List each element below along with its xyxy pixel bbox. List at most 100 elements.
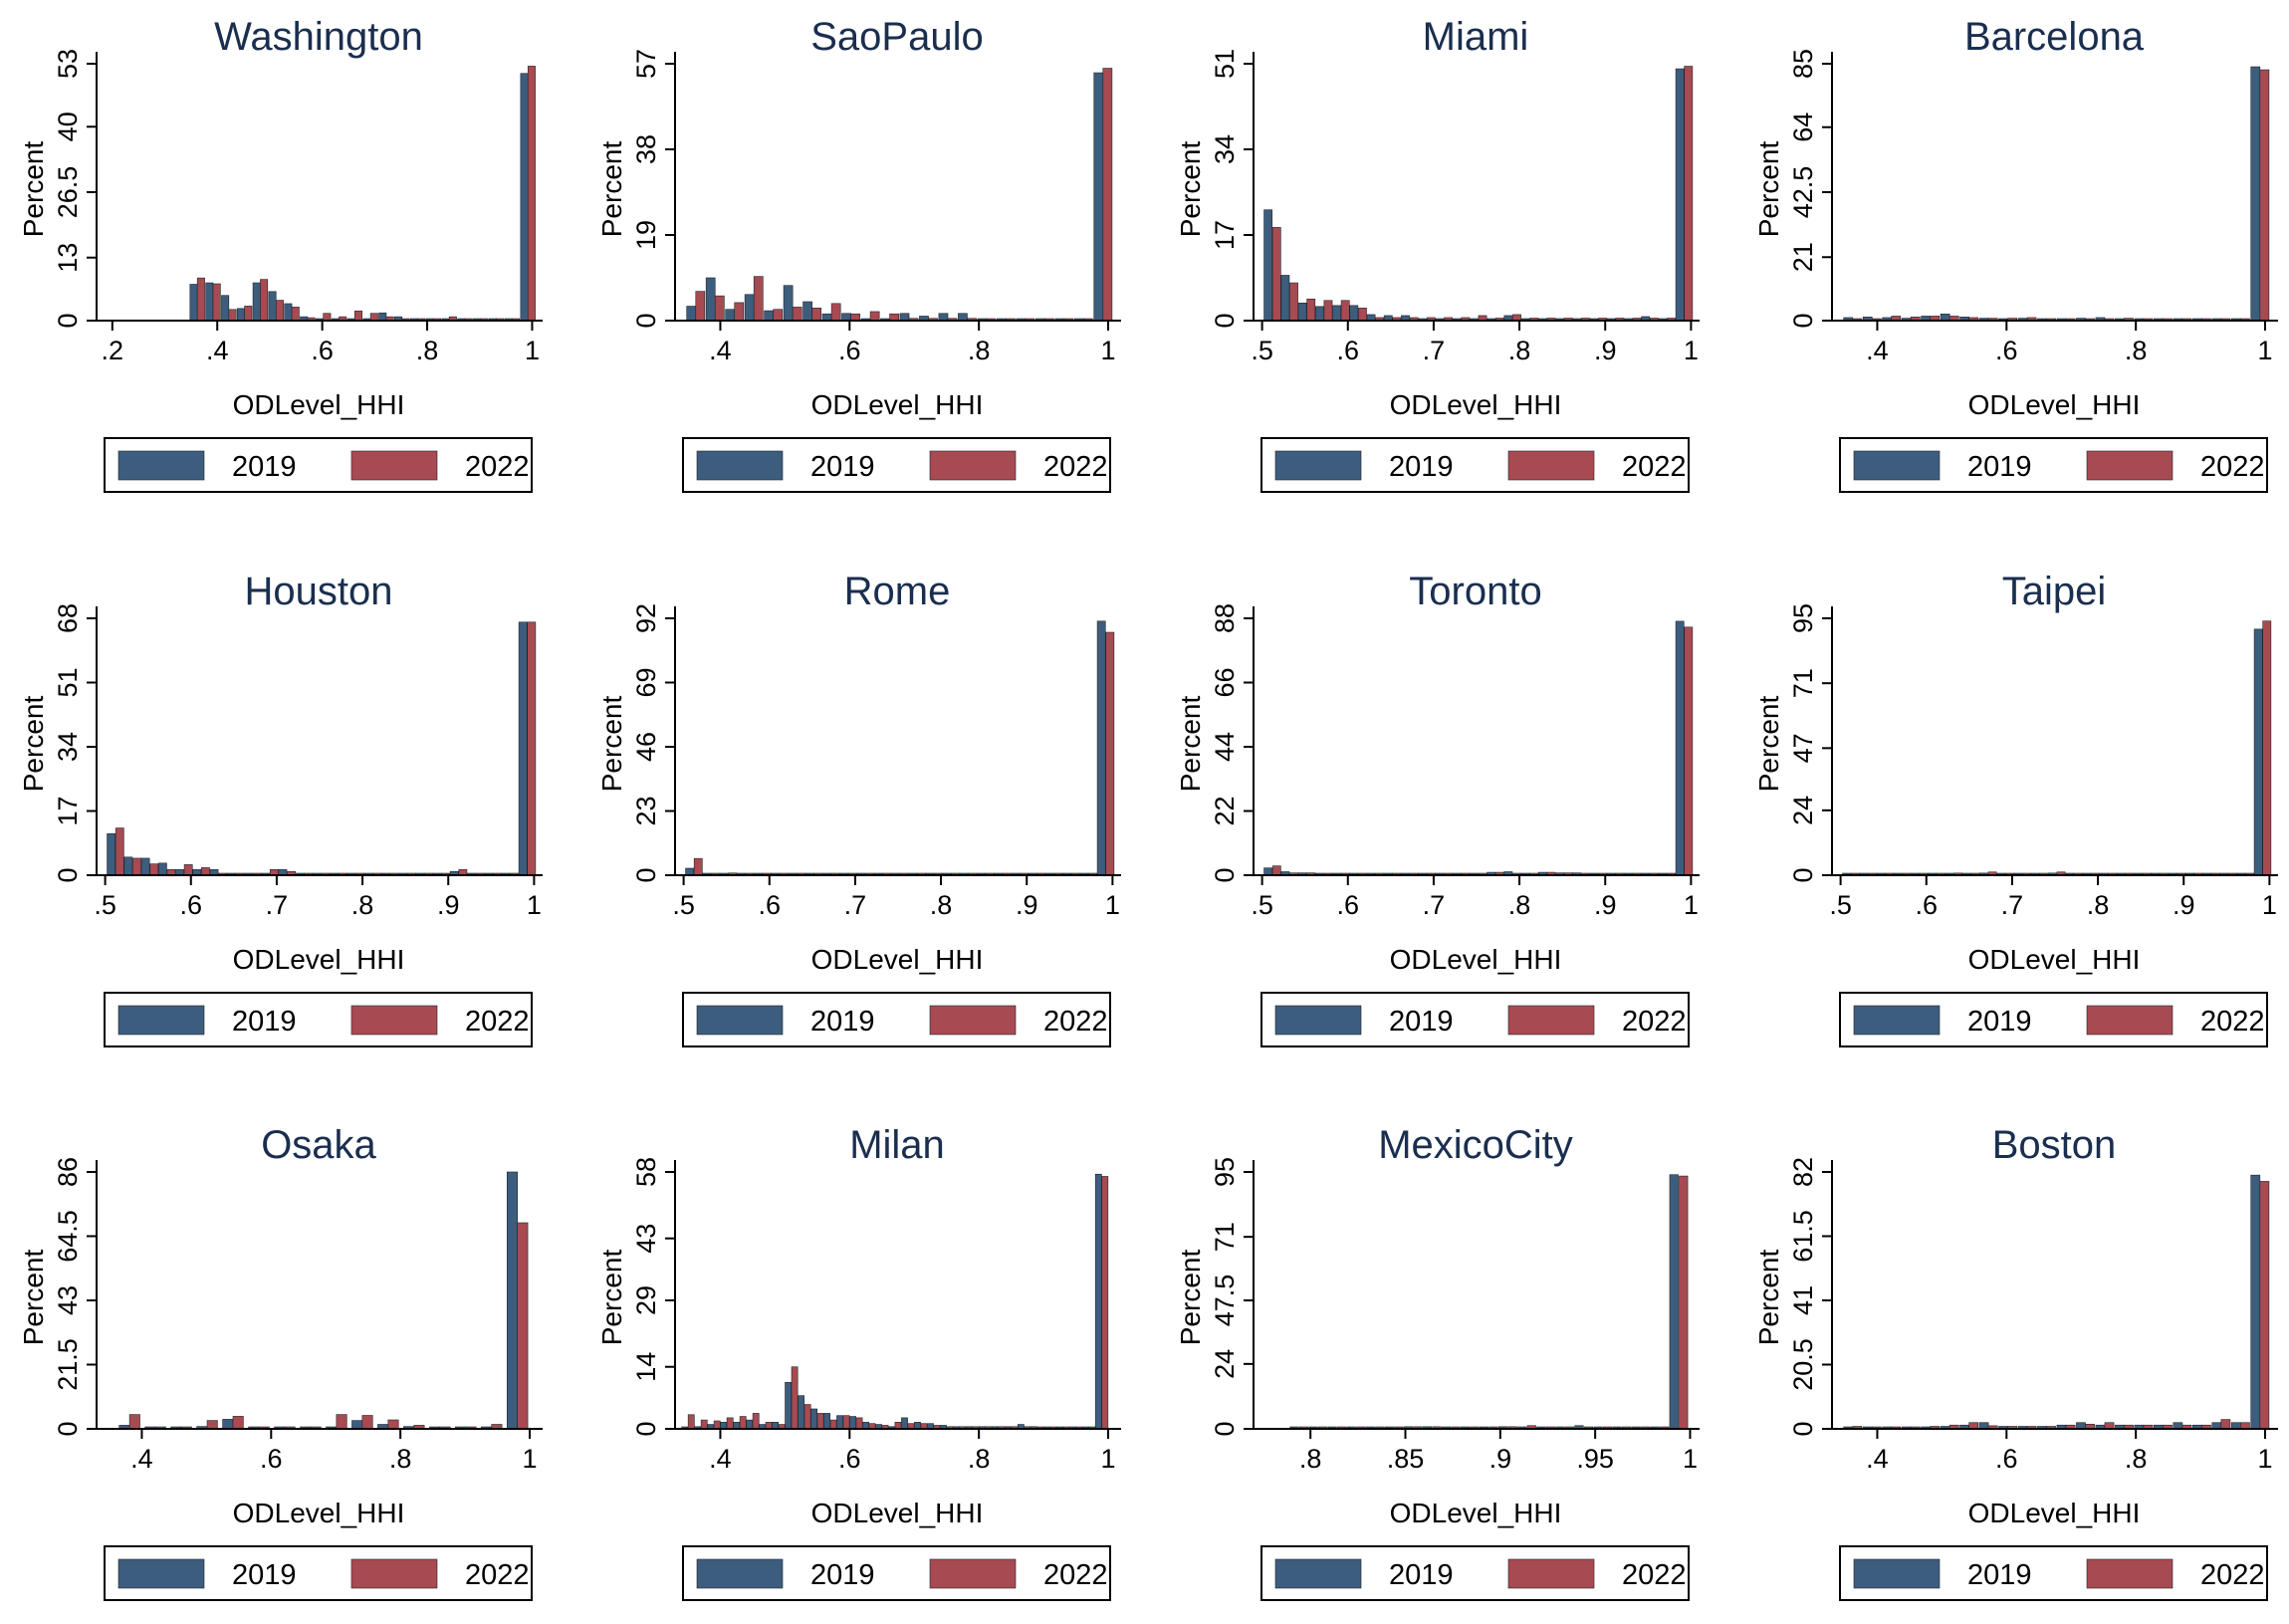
bar-2019 <box>810 1408 817 1430</box>
y-tick-label: 40 <box>53 112 83 141</box>
bar-2019 <box>107 832 116 876</box>
y-tick-label: 85 <box>1788 49 1818 79</box>
bar-2022 <box>369 313 378 322</box>
x-tick-label: .7 <box>1423 890 1446 920</box>
panel-boston: Boston 0 20.5 41 61.5 82 Percent .4 .6 .8 1 ODLevel… <box>1753 1123 2278 1601</box>
legend-label-2022: 2022 <box>1622 1006 1687 1038</box>
bar-2022 <box>739 1416 747 1430</box>
bar-2022 <box>842 1415 850 1430</box>
bar-2022 <box>291 307 300 322</box>
x-tick-label: 1 <box>1684 336 1699 365</box>
panel-title: SaoPaulo <box>810 15 983 59</box>
x-axis-title: ODLevel_HHI <box>811 389 984 420</box>
y-tick-label: 86 <box>53 1157 83 1187</box>
y-tick-label: 47.5 <box>1210 1275 1240 1327</box>
y-tick-label: 95 <box>1788 603 1818 633</box>
x-axis-title: ODLevel_HHI <box>811 1498 984 1528</box>
bar-2019 <box>798 1395 804 1430</box>
x-tick-label: .8 <box>2087 890 2110 920</box>
bar-2019 <box>862 1422 869 1430</box>
y-tick-label: 0 <box>53 313 83 328</box>
legend-swatch-2019 <box>117 1558 205 1589</box>
bar-2022 <box>1340 300 1350 322</box>
y-tick-label: 69 <box>631 667 661 697</box>
bar-2019 <box>1940 314 1950 322</box>
legend-label-2019: 2019 <box>810 1006 875 1038</box>
x-tick-label: .9 <box>1489 1444 1512 1474</box>
bar-2022 <box>726 1417 734 1430</box>
legend: 2019 2022 <box>682 1545 1111 1601</box>
bar-2019 <box>1263 209 1273 322</box>
legend-swatch-2019 <box>117 1005 205 1036</box>
x-tick-label: .9 <box>1594 336 1617 365</box>
legend-label-2019: 2019 <box>1967 1006 2032 1038</box>
y-tick-label: 51 <box>1210 49 1240 79</box>
bar-2022 <box>387 1419 399 1430</box>
bar-2022 <box>1105 631 1115 876</box>
y-tick-label: 95 <box>1210 1157 1240 1187</box>
y-tick-label: 34 <box>53 732 83 762</box>
bar-2019 <box>123 856 133 876</box>
x-tick-label: .8 <box>2125 336 2148 365</box>
bar-2022 <box>700 1419 708 1430</box>
panel-title: Miami <box>1423 15 1529 59</box>
x-tick-label: .8 <box>1508 890 1531 920</box>
bar-2022 <box>1306 298 1316 322</box>
bar-2022 <box>889 313 899 322</box>
bar-2019 <box>841 313 851 322</box>
panel-milan: Milan 0 14 29 43 58 Percent .4 .6 .8 1 ODLevel_HHI 2… <box>596 1123 1121 1601</box>
x-tick-label: 1 <box>1100 336 1115 365</box>
y-tick-label: 22 <box>1210 796 1240 825</box>
y-tick-label: 43 <box>631 1224 661 1254</box>
y-tick-label: 0 <box>53 1421 83 1436</box>
legend-label-2022: 2022 <box>1043 1559 1108 1591</box>
y-tick-label: 64.5 <box>53 1210 83 1263</box>
bar-2019 <box>1280 275 1290 322</box>
bar-2022 <box>1101 1176 1109 1430</box>
bar-2022 <box>323 313 332 322</box>
legend-label-2022: 2022 <box>2200 1559 2265 1591</box>
panel-title: Houston <box>245 570 393 613</box>
bar-2019 <box>140 857 150 876</box>
y-tick-label: 38 <box>631 134 661 164</box>
y-tick-label: 0 <box>631 867 661 882</box>
y-tick-label: 21 <box>1788 242 1818 272</box>
bar-2022 <box>714 295 725 322</box>
bar-2022 <box>1271 865 1281 876</box>
x-axis-title: ODLevel_HHI <box>1968 389 2141 420</box>
legend-label-2019: 2019 <box>810 1559 875 1591</box>
bar-2022 <box>752 1413 760 1430</box>
y-tick-label: 0 <box>1788 313 1818 328</box>
bar-2022 <box>830 303 841 322</box>
bar-2022 <box>855 1417 863 1430</box>
bar-2019 <box>705 277 716 322</box>
legend-swatch-2022 <box>2086 450 2174 481</box>
bar-2019 <box>236 308 245 322</box>
y-tick-label: 92 <box>631 603 661 633</box>
bar-2022 <box>765 1422 773 1430</box>
legend-swatch-2019 <box>117 450 205 481</box>
panel-title: Milan <box>849 1123 945 1167</box>
panel-title: Barcelona <box>1964 15 2145 59</box>
legend: 2019 2022 <box>682 437 1111 493</box>
panel-saopaulo: SaoPaulo 0 19 38 57 Percent .4 .6 .8 1 ODLevel_HHI… <box>596 15 1121 493</box>
bar-2019 <box>1675 68 1685 322</box>
legend-label-2019: 2019 <box>232 1006 297 1038</box>
bar-2019 <box>685 867 695 876</box>
legend-label-2022: 2022 <box>465 1006 530 1038</box>
y-axis-title: Percent <box>1175 696 1206 793</box>
bar-2022 <box>829 1419 837 1430</box>
bar-2019 <box>821 313 832 322</box>
bar-2022 <box>361 1415 373 1430</box>
legend-swatch-2019 <box>1274 450 1362 481</box>
legend: 2019 2022 <box>104 1545 533 1601</box>
y-tick-label: 23 <box>631 796 661 825</box>
panel-title: Toronto <box>1409 570 1541 613</box>
bar-2022 <box>1102 68 1113 322</box>
bar-2019 <box>284 303 293 322</box>
x-tick-label: .6 <box>1995 336 2018 365</box>
legend: 2019 2022 <box>1839 1545 2268 1601</box>
bar-2019 <box>836 1415 843 1430</box>
bar-2019 <box>899 313 910 322</box>
